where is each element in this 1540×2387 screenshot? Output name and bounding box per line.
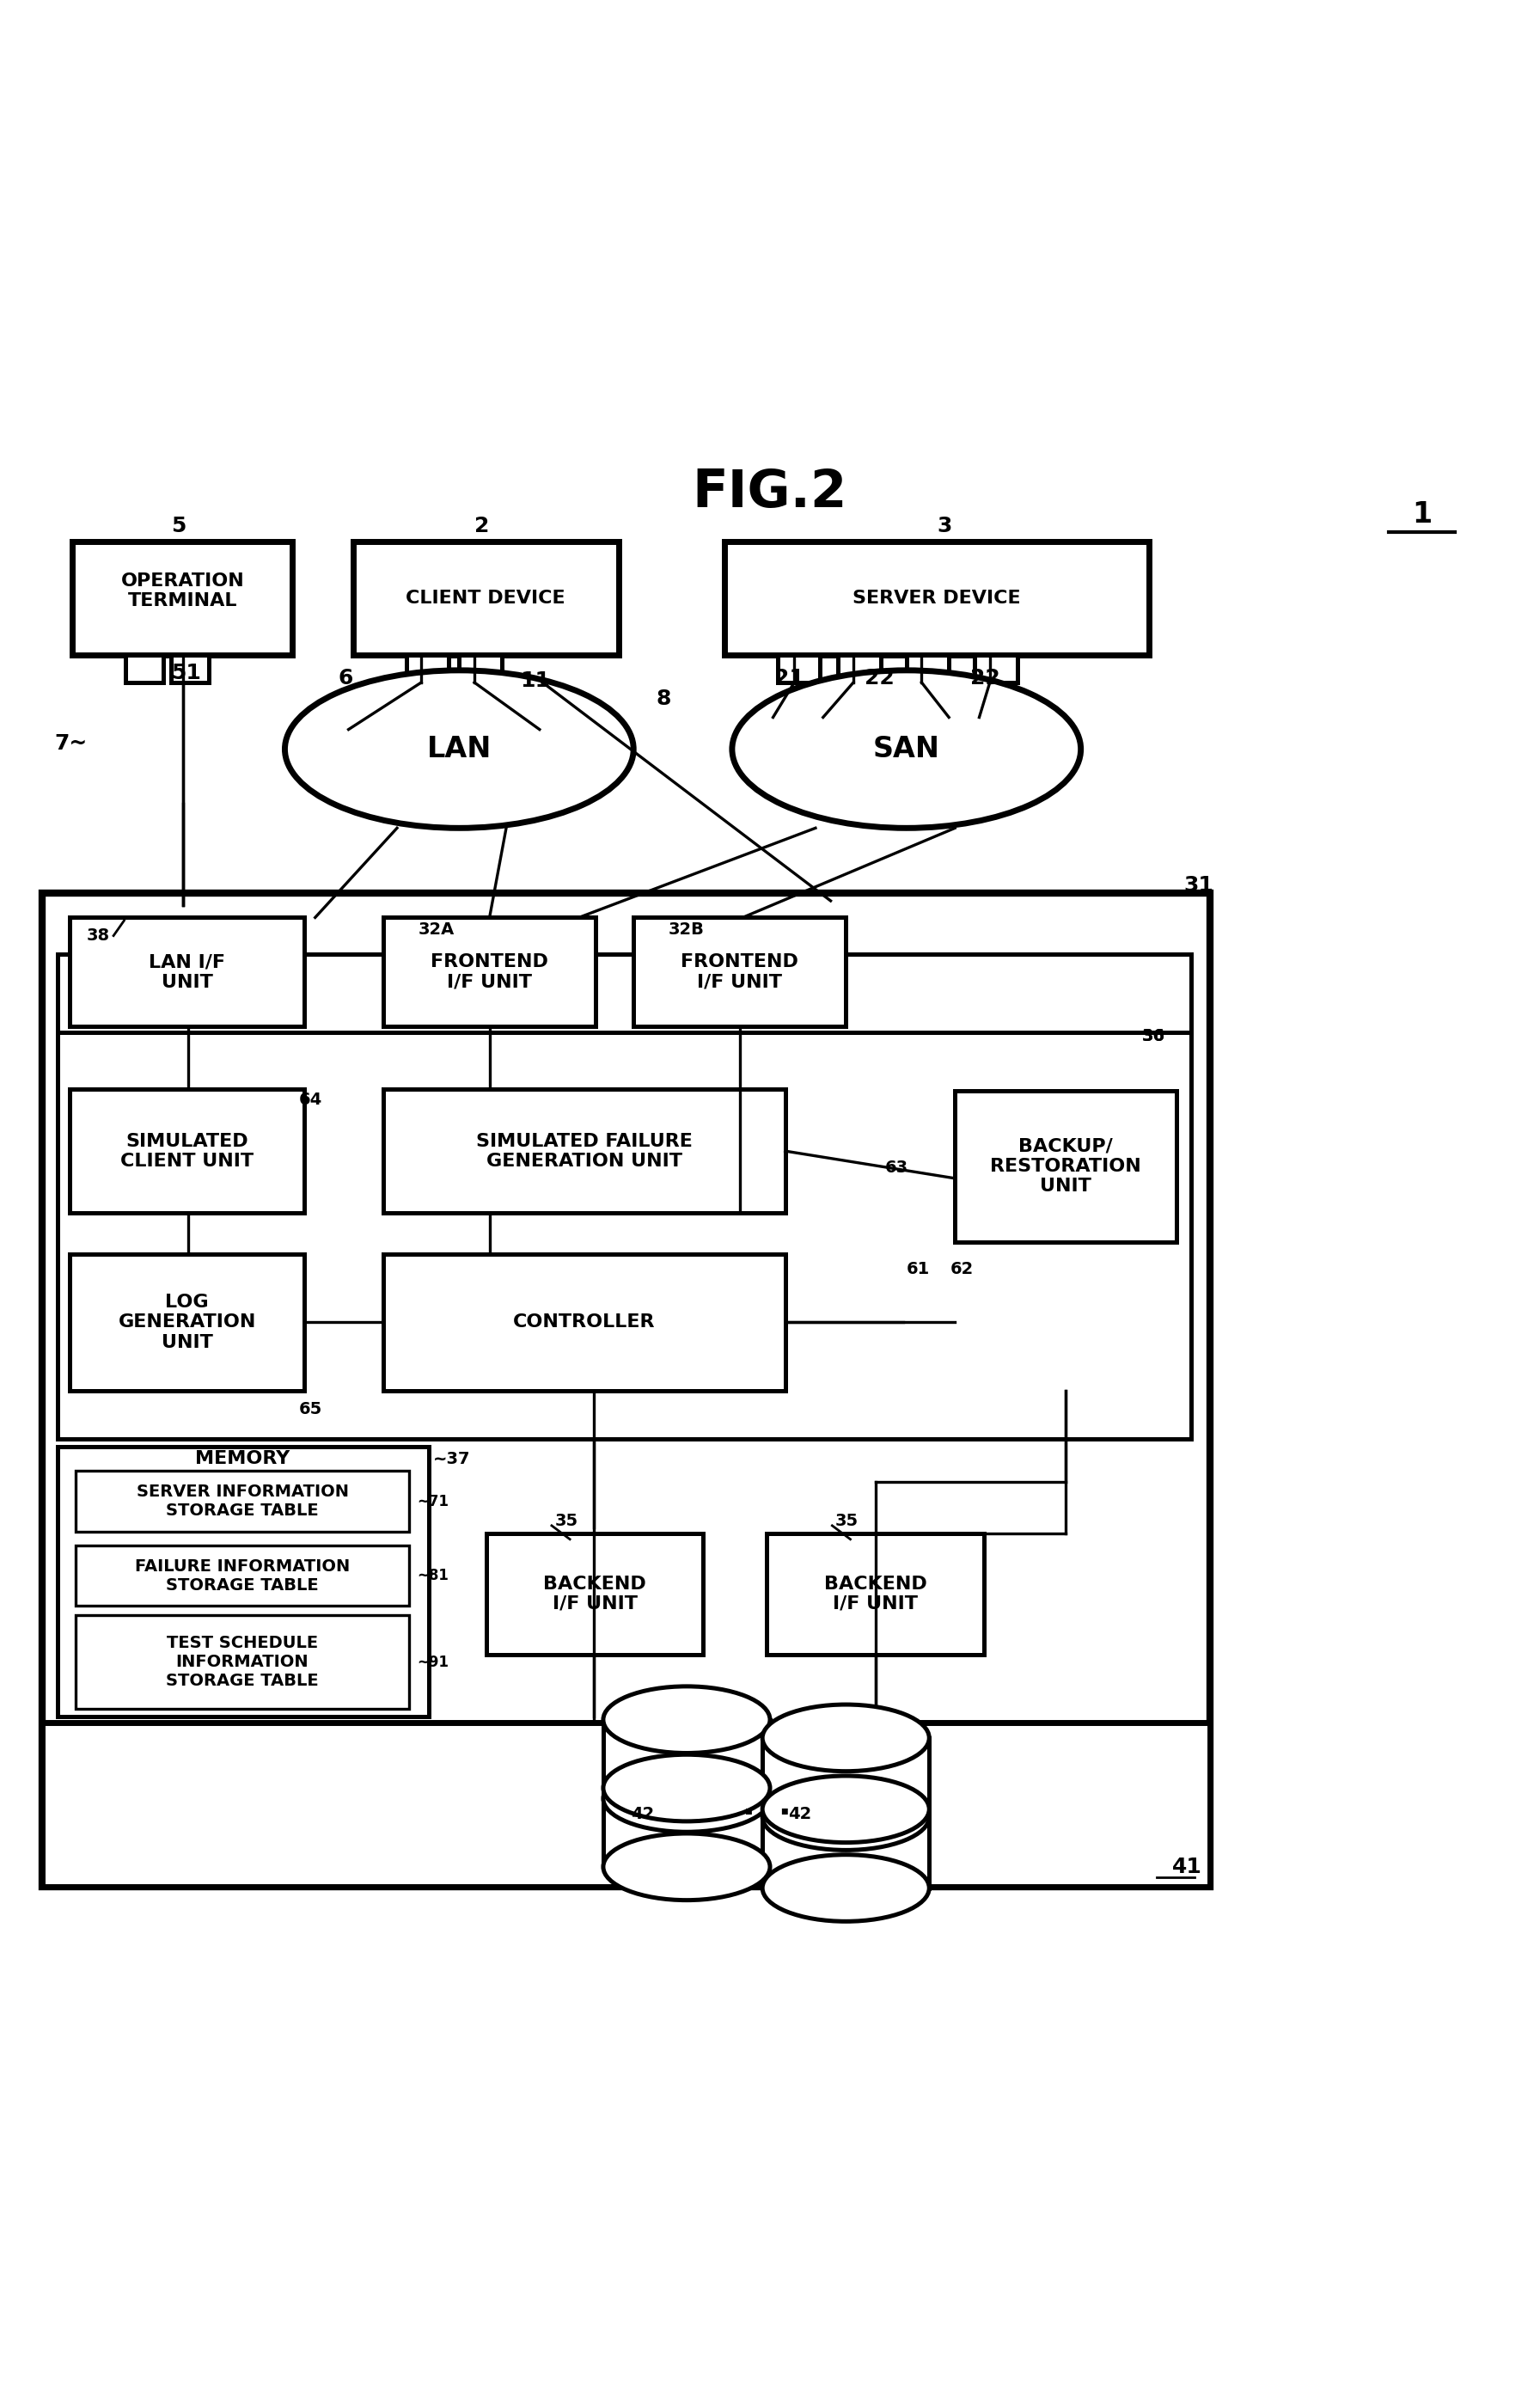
Text: ·  ·: · · — [742, 1797, 792, 1831]
Text: ~91: ~91 — [417, 1654, 448, 1671]
Text: 7~: 7~ — [54, 733, 88, 754]
Text: MEMORY: MEMORY — [196, 1451, 290, 1468]
Text: 32A: 32A — [419, 921, 454, 938]
Bar — [604, 1788, 770, 1867]
Bar — [57, 1447, 428, 1716]
Bar — [767, 1532, 984, 1654]
Text: 31: 31 — [1184, 876, 1214, 895]
Text: 41: 41 — [1172, 1857, 1201, 1876]
Bar — [407, 654, 448, 683]
Text: 61: 61 — [907, 1260, 930, 1277]
Bar — [72, 542, 293, 654]
Ellipse shape — [731, 671, 1081, 828]
Bar — [75, 1616, 410, 1709]
Text: ~81: ~81 — [417, 1568, 448, 1583]
Text: SERVER DEVICE: SERVER DEVICE — [853, 590, 1021, 606]
Text: SERVER INFORMATION
STORAGE TABLE: SERVER INFORMATION STORAGE TABLE — [136, 1485, 348, 1518]
Text: 42: 42 — [630, 1805, 654, 1821]
Text: 35: 35 — [554, 1513, 578, 1530]
Bar — [57, 1034, 1192, 1439]
Ellipse shape — [762, 1776, 929, 1843]
Text: 6: 6 — [337, 668, 353, 687]
Text: 51: 51 — [171, 664, 202, 683]
Bar — [762, 1809, 929, 1888]
Ellipse shape — [604, 1766, 770, 1831]
Text: CLIENT DEVICE: CLIENT DEVICE — [407, 590, 565, 606]
Ellipse shape — [762, 1855, 929, 1922]
Text: 22: 22 — [970, 668, 999, 687]
Bar — [724, 542, 1149, 654]
Text: FRONTEND
I/F UNIT: FRONTEND I/F UNIT — [431, 952, 548, 991]
Bar — [383, 1088, 785, 1213]
Text: LAN: LAN — [427, 735, 491, 764]
Text: 3: 3 — [936, 516, 952, 537]
Bar — [383, 917, 596, 1026]
Text: 8: 8 — [656, 690, 671, 709]
Text: 42: 42 — [788, 1805, 812, 1821]
Bar — [975, 654, 1016, 683]
Text: OPERATION
TERMINAL: OPERATION TERMINAL — [120, 573, 245, 609]
Text: 64: 64 — [299, 1091, 322, 1108]
Ellipse shape — [762, 1704, 929, 1771]
Bar — [171, 654, 209, 683]
Bar — [487, 1532, 704, 1654]
Bar — [126, 654, 163, 683]
Text: BACKEND
I/F UNIT: BACKEND I/F UNIT — [544, 1575, 647, 1611]
Bar — [762, 1738, 929, 1817]
Ellipse shape — [762, 1783, 929, 1850]
Text: BACKUP/
RESTORATION
UNIT: BACKUP/ RESTORATION UNIT — [990, 1139, 1141, 1196]
Bar — [604, 1719, 770, 1797]
Bar — [69, 917, 305, 1026]
Bar — [907, 654, 949, 683]
Text: ~37: ~37 — [433, 1451, 471, 1468]
Text: 22: 22 — [864, 668, 895, 687]
Bar — [383, 1253, 785, 1392]
Text: 65: 65 — [299, 1401, 322, 1418]
Text: ~71: ~71 — [417, 1494, 448, 1509]
Text: LOG
GENERATION
UNIT: LOG GENERATION UNIT — [119, 1294, 256, 1351]
Text: FAILURE INFORMATION
STORAGE TABLE: FAILURE INFORMATION STORAGE TABLE — [136, 1559, 350, 1592]
Text: 5: 5 — [171, 516, 186, 537]
Ellipse shape — [604, 1685, 770, 1752]
Text: 21: 21 — [775, 668, 805, 687]
Ellipse shape — [604, 1833, 770, 1900]
Ellipse shape — [285, 671, 633, 828]
Text: 2: 2 — [474, 516, 490, 537]
Text: FRONTEND
I/F UNIT: FRONTEND I/F UNIT — [681, 952, 799, 991]
Text: 1: 1 — [1412, 499, 1432, 528]
Bar — [42, 1723, 1210, 1886]
Text: 62: 62 — [950, 1260, 973, 1277]
Bar — [57, 955, 1192, 1439]
Text: 36: 36 — [1141, 1029, 1164, 1043]
Text: SIMULATED FAILURE
GENERATION UNIT: SIMULATED FAILURE GENERATION UNIT — [476, 1131, 693, 1170]
Ellipse shape — [604, 1754, 770, 1821]
Bar — [42, 893, 1210, 1886]
Text: LAN I/F
UNIT: LAN I/F UNIT — [149, 952, 225, 991]
Bar — [353, 542, 619, 654]
Text: 36: 36 — [1141, 1029, 1164, 1043]
Bar — [459, 654, 502, 683]
Text: 63: 63 — [885, 1160, 909, 1177]
Bar — [69, 1253, 305, 1392]
Text: BACKEND
I/F UNIT: BACKEND I/F UNIT — [824, 1575, 927, 1611]
Text: CONTROLLER: CONTROLLER — [513, 1313, 656, 1332]
Text: FIG.2: FIG.2 — [693, 468, 847, 518]
Bar — [633, 917, 845, 1026]
Text: 35: 35 — [835, 1513, 858, 1530]
Bar — [75, 1470, 410, 1532]
Text: 32B: 32B — [668, 921, 704, 938]
Bar — [69, 1088, 305, 1213]
Bar — [955, 1091, 1177, 1241]
Text: SIMULATED
CLIENT UNIT: SIMULATED CLIENT UNIT — [120, 1131, 254, 1170]
Text: 38: 38 — [86, 929, 109, 943]
Bar — [778, 654, 819, 683]
Bar — [75, 1544, 410, 1606]
Bar — [838, 654, 881, 683]
Text: 11: 11 — [521, 671, 550, 692]
Text: TEST SCHEDULE
INFORMATION
STORAGE TABLE: TEST SCHEDULE INFORMATION STORAGE TABLE — [166, 1635, 319, 1690]
Text: SAN: SAN — [873, 735, 939, 764]
